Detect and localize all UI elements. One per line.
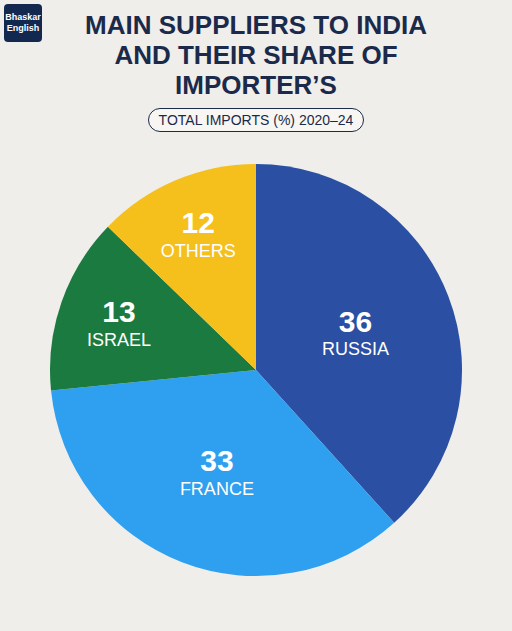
svg-text:33FRANCE: 33FRANCE [180,444,254,498]
svg-text:36RUSSIA: 36RUSSIA [322,305,389,359]
html-text:Bhaskar English: Bhaskar English [5,12,41,33]
svg-text:12OTHERS: 12OTHERS [161,206,236,260]
html-text:TOTAL IMPORTS (%) 2020–24: TOTAL IMPORTS (%) 2020–24 [158,112,354,128]
html-text:MAIN SUPPLIERS TO INDIA AND TH: MAIN SUPPLIERS TO INDIA AND THEIR SHARE … [85,10,427,100]
svg-text:13ISRAEL: 13ISRAEL [87,295,151,349]
